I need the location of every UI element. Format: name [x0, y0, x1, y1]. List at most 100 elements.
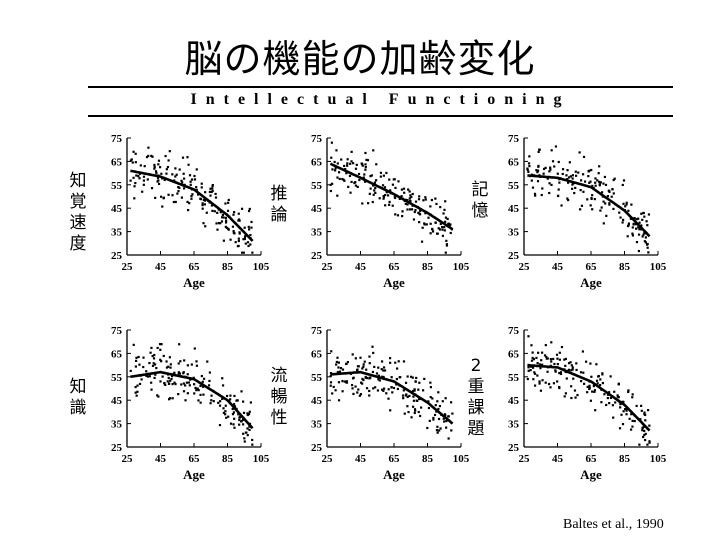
data-point [153, 376, 156, 380]
data-point [229, 422, 233, 425]
data-point [600, 401, 603, 404]
data-point [381, 184, 385, 187]
data-point [389, 409, 392, 412]
data-point [526, 167, 529, 170]
data-point [391, 183, 394, 186]
data-point [338, 177, 341, 181]
data-point [530, 344, 533, 347]
data-point [633, 217, 636, 220]
data-point [527, 170, 530, 173]
panel-label-perceptual-speed: 知覚速度 [69, 171, 87, 254]
data-point [200, 182, 203, 185]
y-tick-label: 65 [508, 348, 520, 360]
x-tick-label: 85 [222, 261, 234, 273]
data-point [177, 190, 180, 193]
data-point [171, 173, 174, 176]
data-point [630, 413, 633, 416]
data-point [564, 392, 568, 395]
data-point [160, 172, 163, 175]
data-point [359, 393, 363, 396]
data-point [163, 178, 166, 182]
y-tick-label: 65 [311, 348, 323, 360]
chart-panel-memory: 25 35 45 55 65 75 25 45 65 85 105 Age [508, 133, 667, 290]
data-point [188, 202, 191, 205]
data-point [354, 167, 358, 170]
data-point [643, 240, 646, 243]
data-point [235, 399, 238, 402]
data-point [438, 228, 442, 231]
data-point [637, 249, 641, 253]
data-point [243, 437, 246, 440]
data-point [233, 394, 236, 398]
data-point [406, 375, 409, 378]
data-point [246, 434, 249, 437]
data-point [150, 388, 153, 391]
y-tick-label: 65 [311, 156, 323, 168]
data-point [643, 438, 647, 442]
data-point [554, 369, 557, 372]
data-point [624, 205, 627, 208]
data-point [238, 231, 241, 234]
y-tick-label: 65 [111, 156, 123, 168]
data-point [564, 364, 567, 367]
data-point [150, 154, 153, 158]
data-point [622, 202, 625, 205]
data-point [134, 391, 137, 394]
data-point [224, 202, 227, 205]
data-point [203, 203, 206, 206]
data-point [406, 203, 409, 206]
data-point [133, 185, 136, 188]
data-point [195, 360, 198, 363]
data-point [580, 380, 583, 383]
data-point [217, 222, 221, 225]
data-point [418, 397, 421, 401]
data-point [160, 195, 163, 198]
data-point [591, 208, 594, 211]
data-point [165, 172, 168, 175]
data-point [414, 209, 417, 212]
data-point [193, 383, 196, 386]
data-point [138, 363, 141, 366]
data-point [357, 172, 361, 176]
data-point [441, 400, 444, 403]
data-point [209, 187, 212, 190]
data-point [437, 407, 440, 411]
data-point [527, 366, 530, 369]
data-point [227, 228, 230, 231]
data-point [553, 165, 556, 168]
data-point [580, 204, 584, 207]
data-point [575, 362, 578, 365]
data-point [361, 367, 364, 370]
data-point [244, 242, 247, 245]
data-point [427, 406, 431, 410]
data-point [351, 377, 355, 380]
data-point [211, 185, 214, 188]
data-point [232, 211, 236, 214]
data-point [330, 156, 333, 159]
data-point [359, 381, 363, 384]
data-point [178, 372, 182, 375]
data-point [140, 378, 143, 381]
data-point [426, 426, 429, 430]
data-point [177, 371, 180, 374]
data-point [168, 150, 171, 153]
x-tick-label: 65 [586, 453, 598, 465]
data-point [608, 203, 611, 206]
data-point [417, 211, 420, 214]
data-point [546, 370, 549, 373]
data-point [242, 238, 245, 241]
data-point [431, 397, 434, 400]
data-point [644, 236, 647, 239]
data-point [631, 425, 634, 428]
y-tick-label: 25 [508, 442, 520, 454]
data-point [402, 389, 405, 392]
data-point [575, 368, 578, 372]
data-point [600, 191, 604, 194]
data-point [199, 197, 203, 201]
data-point [554, 145, 558, 148]
data-point [626, 235, 629, 238]
data-point [202, 377, 206, 380]
data-point [209, 194, 212, 197]
data-point [390, 386, 393, 389]
data-point [142, 179, 145, 182]
